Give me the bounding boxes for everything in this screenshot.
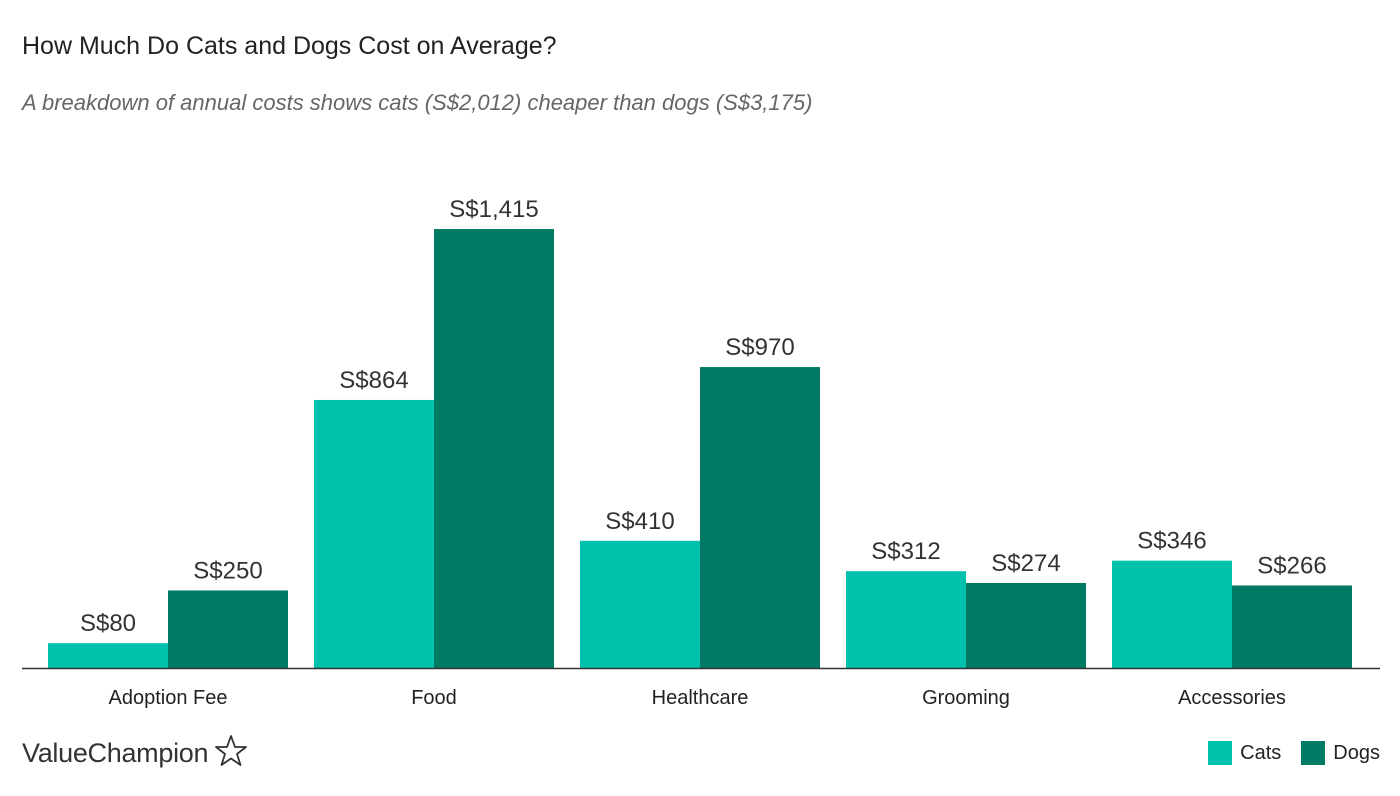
data-label-cats-0: S$80	[80, 610, 136, 637]
data-label-dogs-3: S$274	[991, 550, 1060, 577]
chart-subtitle: A breakdown of annual costs shows cats (…	[22, 90, 813, 115]
chart-title: How Much Do Cats and Dogs Cost on Averag…	[22, 32, 557, 60]
star-outline-icon	[214, 734, 248, 773]
bar-dogs-2	[700, 367, 820, 668]
data-label-dogs-1: S$1,415	[449, 196, 538, 223]
data-label-dogs-4: S$266	[1257, 552, 1326, 579]
data-label-cats-4: S$346	[1137, 528, 1206, 555]
category-label-0: Adoption Fee	[109, 687, 228, 709]
bar-cats-1	[314, 399, 434, 668]
category-label-3: Grooming	[922, 687, 1010, 709]
legend-item-cats: Cats	[1208, 741, 1281, 765]
bar-cats-4	[1112, 560, 1232, 668]
bar-cats-2	[580, 540, 700, 668]
category-label-1: Food	[411, 687, 457, 709]
bar-cats-3	[846, 571, 966, 668]
category-label-2: Healthcare	[652, 687, 749, 709]
legend-label-dogs: Dogs	[1333, 741, 1380, 764]
bar-chart: S$80 S$250 Adoption Fee S$864 S$1,415 Food S$4…	[22, 196, 1380, 709]
bar-cats-0	[48, 643, 168, 668]
brand-name: ValueChampion	[22, 738, 209, 768]
bar-dogs-1	[434, 229, 554, 668]
data-label-cats-2: S$410	[605, 508, 674, 535]
data-label-cats-3: S$312	[871, 538, 940, 565]
category-label-4: Accessories	[1178, 687, 1286, 709]
data-label-dogs-2: S$970	[725, 334, 794, 361]
bar-dogs-0	[168, 590, 288, 668]
brand-logo: ValueChampion	[22, 734, 248, 773]
legend-item-dogs: Dogs	[1301, 741, 1380, 765]
chart-legend: Cats Dogs	[1208, 741, 1380, 765]
legend-label-cats: Cats	[1240, 741, 1282, 764]
data-label-cats-1: S$864	[339, 367, 408, 394]
bar-dogs-4	[1232, 585, 1352, 668]
legend-swatch-cats	[1208, 741, 1233, 765]
legend-swatch-dogs	[1301, 741, 1326, 765]
data-label-dogs-0: S$250	[193, 557, 262, 584]
bar-dogs-3	[966, 582, 1086, 668]
